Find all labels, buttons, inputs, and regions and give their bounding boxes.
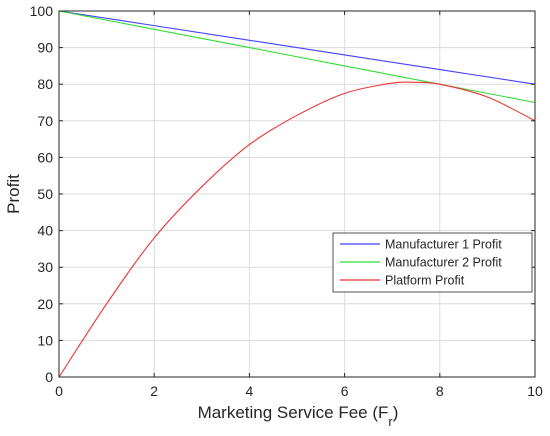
x-axis-title-suffix: ): [393, 403, 399, 422]
x-tick-label: 10: [527, 383, 543, 399]
y-tick-label: 50: [37, 186, 53, 202]
y-axis-ticks: 0 10 20 30 40 50 60 70 80 90 100: [30, 3, 535, 385]
series-line-3: [58, 81, 536, 378]
x-axis-title-subscript: r: [388, 414, 393, 429]
x-tick-label: 6: [341, 383, 349, 399]
y-axis-title: Profit: [4, 174, 23, 214]
legend-label-3: Platform Profit: [385, 274, 465, 288]
y-tick-label: 100: [30, 3, 54, 19]
y-tick-label: 70: [37, 113, 53, 129]
x-tick-label: 4: [246, 383, 254, 399]
y-tick-label: 0: [45, 369, 53, 385]
x-axis-ticks: 0 2 4 6 8 10: [55, 11, 543, 399]
x-tick-label: 2: [150, 383, 158, 399]
legend-label-1: Manufacturer 1 Profit: [385, 238, 502, 252]
legend: Manufacturer 1 Profit Manufacturer 2 Prof…: [332, 232, 533, 293]
y-tick-label: 20: [37, 296, 53, 312]
y-tick-label: 60: [37, 149, 53, 165]
x-axis-title: Marketing Service Fee (Fr): [198, 403, 399, 429]
legend-label-2: Manufacturer 2 Profit: [385, 256, 502, 270]
series-layer: [58, 10, 536, 378]
x-tick-label: 8: [436, 383, 444, 399]
x-axis-title-main: Marketing Service Fee (F: [198, 403, 389, 422]
y-tick-label: 80: [37, 76, 53, 92]
y-tick-label: 30: [37, 259, 53, 275]
y-tick-label: 40: [37, 223, 53, 239]
series-line-1: [58, 10, 536, 85]
y-tick-label: 10: [37, 332, 53, 348]
y-tick-label: 90: [37, 40, 53, 56]
x-tick-label: 0: [55, 383, 63, 399]
